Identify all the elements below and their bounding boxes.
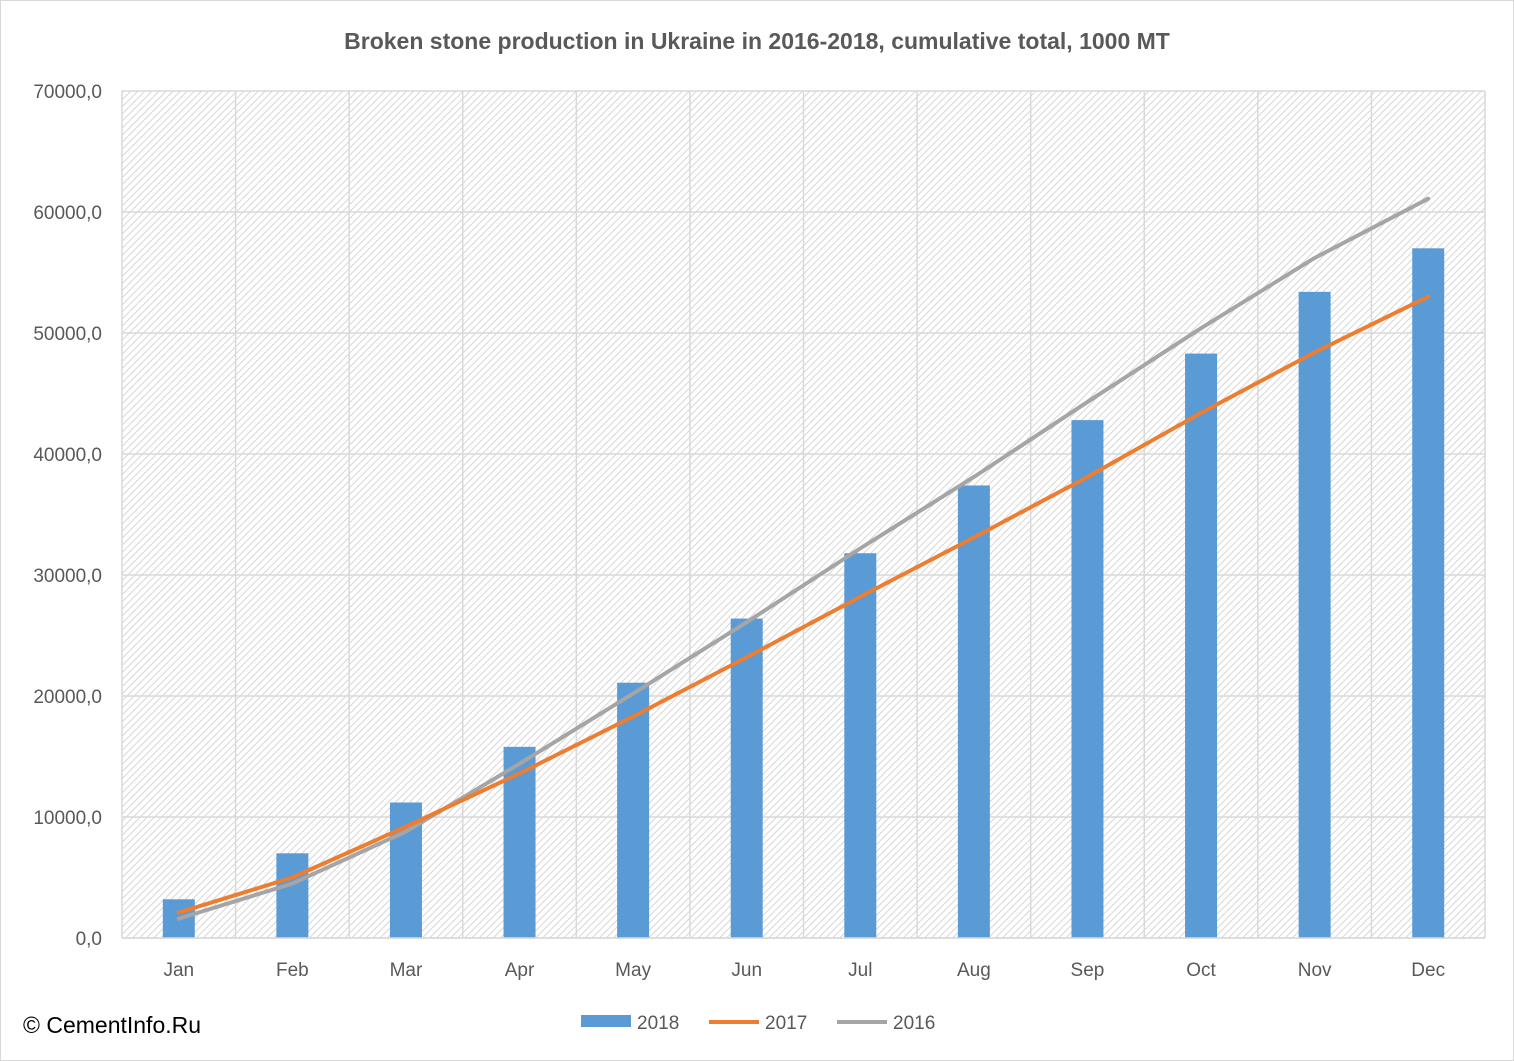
legend-label-2016: 2016: [893, 1013, 935, 1034]
chart-title: Broken stone production in Ukraine in 20…: [344, 28, 1170, 54]
y-tick-label: 50000,0: [33, 324, 102, 345]
x-tick-label: Jul: [848, 960, 872, 981]
bar-2018-feb: [276, 853, 309, 938]
y-tick-label: 60000,0: [33, 203, 102, 224]
x-tick-label: Oct: [1186, 960, 1216, 981]
x-tick-label: May: [615, 960, 651, 981]
bar-2018-jul: [844, 553, 877, 938]
legend-label-2018: 2018: [637, 1013, 679, 1034]
bar-2018-aug: [957, 485, 990, 938]
legend: 2018 2017 2016: [581, 1013, 935, 1034]
x-tick-label: Jun: [731, 960, 762, 981]
x-tick-label: Dec: [1411, 960, 1445, 981]
x-tick-label: Jan: [163, 960, 194, 981]
legend-label-2017: 2017: [765, 1013, 807, 1034]
y-tick-label: 30000,0: [33, 566, 102, 587]
line-series-2017: [176, 294, 1431, 915]
copyright-text: © CementInfo.Ru: [23, 1012, 202, 1038]
x-tick-label: Apr: [505, 960, 535, 981]
bar-2018-nov: [1298, 291, 1331, 938]
x-tick-label: Sep: [1071, 960, 1105, 981]
bar-2018-dec: [1412, 248, 1445, 939]
bar-2018-sep: [1071, 420, 1104, 938]
y-tick-label: 20000,0: [33, 687, 102, 708]
bar-2018-may: [617, 682, 650, 938]
y-tick-label: 10000,0: [33, 808, 102, 829]
line-series-2016: [176, 196, 1431, 921]
y-tick-label: 0,0: [76, 929, 102, 950]
y-tick-label: 70000,0: [33, 82, 102, 103]
y-tick-label: 40000,0: [33, 445, 102, 466]
x-tick-label: Feb: [276, 960, 309, 981]
plot-area: 0,0 10000,0 20000,0 30000,0 40000,0 50000,0 60…: [33, 82, 1486, 981]
x-tick-label: Aug: [957, 960, 991, 981]
bar-2018-jun: [730, 618, 763, 938]
x-tick-label: Nov: [1298, 960, 1332, 981]
bar-2018-oct: [1185, 353, 1218, 938]
x-tick-label: Mar: [390, 960, 423, 981]
legend-swatch-2018: [581, 1015, 631, 1027]
